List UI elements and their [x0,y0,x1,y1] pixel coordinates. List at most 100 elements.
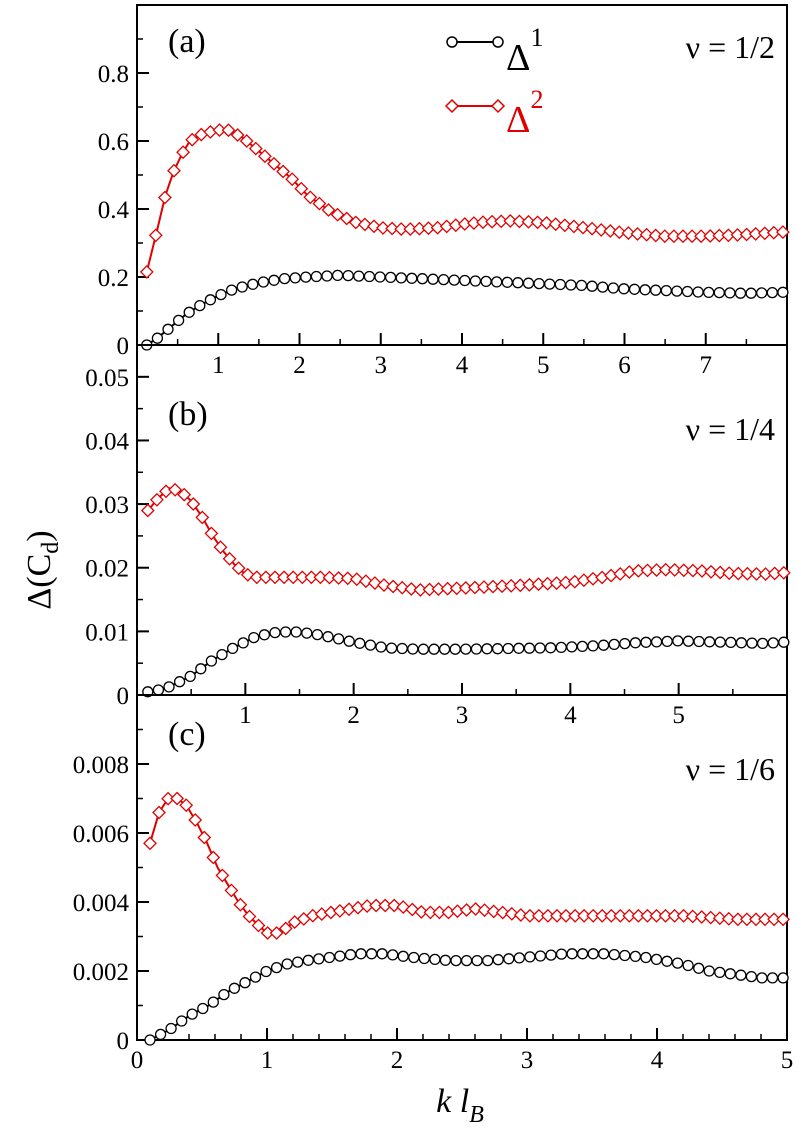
data-point-delta1 [257,276,270,288]
data-point-delta1 [279,626,292,638]
data-point-delta2 [704,564,719,579]
data-point-delta2 [367,219,381,234]
data-point-delta2 [685,909,700,924]
data-point-delta1 [281,958,293,970]
data-point-delta2 [222,551,237,566]
data-point-delta2 [504,906,519,921]
x-tick-label: 3 [456,702,469,729]
data-point-delta1 [608,948,620,961]
data-point-delta2 [594,222,609,237]
data-point-delta1 [416,273,429,285]
y-tick-label: 0 [117,1028,130,1055]
data-point-delta1 [682,959,694,972]
data-point-delta1 [735,637,748,649]
data-point-delta2 [357,217,372,232]
data-point-delta1 [692,286,704,298]
data-point-delta1 [429,953,441,966]
data-point-delta2 [495,905,510,920]
data-point-delta2 [152,805,166,820]
data-point-delta1 [427,273,439,285]
data-point-delta1 [672,635,684,647]
data-point-delta1 [629,637,642,649]
legend-marker-delta1-left [446,36,458,48]
data-point-delta1 [300,271,312,283]
data-point-delta2 [249,570,264,585]
data-point-delta2 [530,215,545,230]
x-tick-label: 5 [672,702,685,729]
x-tick-label: 4 [651,1047,664,1074]
x-axis-label: k lB [436,1083,484,1128]
data-point-delta1 [204,294,217,306]
data-point-delta2 [585,221,600,236]
data-point-delta2 [749,912,763,927]
data-point-delta1 [523,642,536,654]
data-point-delta1 [756,637,769,650]
data-point-delta1 [767,637,779,649]
data-point-delta2 [468,902,483,916]
data-point-delta1 [693,962,705,974]
data-point-delta2 [140,503,155,518]
data-point-delta1 [237,637,249,649]
data-point-delta2 [276,164,291,179]
data-point-delta1 [289,272,301,284]
data-point-delta1 [618,283,630,295]
data-point-delta1 [397,950,409,962]
x-tick-label: 7 [700,352,713,379]
data-point-delta2 [586,908,601,923]
data-point-delta2 [512,214,527,229]
data-point-delta1 [534,950,547,962]
data-point-delta2 [248,141,263,156]
data-point-delta2 [658,908,673,923]
data-point-delta2 [313,570,328,585]
data-point-delta1 [766,286,778,299]
data-point-delta1 [448,274,460,286]
data-point-delta2 [414,904,429,919]
data-point-delta2 [622,908,637,923]
data-point-delta1 [154,1028,167,1041]
data-point-delta1 [396,642,408,655]
data-point-delta2 [304,570,319,585]
data-point-delta2 [321,203,336,217]
data-point-delta1 [545,949,557,961]
y-axis-label-sub: d [38,542,64,554]
data-point-delta2 [188,813,203,827]
data-point-delta1 [216,648,228,661]
data-point-delta2 [432,905,447,920]
data-point-delta1 [186,1008,198,1020]
panel-a: 1 2 3 4 5 6 7 0 0.2 0.4 0.6 0.8 (a) ν = 1/2 [98,4,790,379]
data-point-delta1 [703,965,715,977]
data-point-delta1 [576,640,589,653]
data-point-delta1 [671,957,684,969]
data-point-delta1 [343,635,355,647]
data-point-delta1 [207,996,219,1008]
data-point-delta2 [215,868,230,883]
data-point-delta2 [260,926,275,940]
data-point-delta1 [640,951,652,964]
data-point-delta1 [322,631,334,643]
data-point-delta2 [197,830,212,845]
panels-layer: 1 2 3 4 5 6 7 0 0.2 0.4 0.6 0.8 (a) ν = 1/2 1 2 3 4 5 0 0.01… [73,4,794,1074]
data-point-delta2 [603,224,618,238]
data-point-delta2 [640,908,655,923]
data-point-delta2 [667,562,682,577]
data-point-delta2 [595,908,610,923]
y-axis-label: Δ(Cd) [21,530,64,609]
data-point-delta1 [375,641,387,653]
data-point-delta1 [713,286,725,299]
data-point-delta1 [418,952,430,965]
y-tick-label: 0.008 [73,752,129,779]
legend-marker-delta2-right [490,98,506,114]
data-point-delta1 [724,287,736,299]
data-point-delta1 [766,972,779,984]
data-point-delta1 [323,951,336,964]
data-point-delta2 [267,156,281,171]
data-point-delta2 [258,570,273,585]
data-point-delta2 [369,898,384,913]
data-point-delta1 [385,642,398,654]
y-tick-label: 0 [117,333,130,360]
x-tick-label: 2 [347,702,360,729]
data-point-delta2 [730,912,745,927]
data-point-delta1 [363,270,376,283]
x-tick-label: 5 [781,1047,794,1074]
data-point-delta2 [277,570,292,585]
